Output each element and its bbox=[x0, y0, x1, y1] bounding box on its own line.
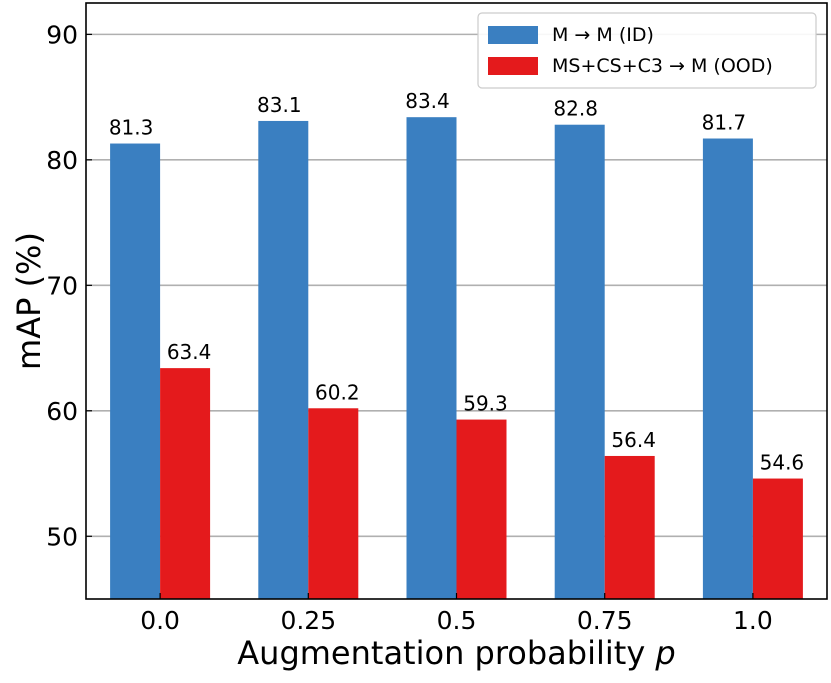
data-label-ood: 59.3 bbox=[463, 392, 508, 416]
x-tick-label: 0.5 bbox=[437, 606, 477, 635]
data-label-ood: 60.2 bbox=[315, 380, 360, 404]
y-tick-label: 90 bbox=[46, 20, 78, 49]
y-tick-label: 80 bbox=[46, 146, 78, 175]
data-labels: 81.3 63.4 83.1 60.2 83.4 59.3 82.8 56.4 81.7 54.6 bbox=[109, 89, 804, 474]
data-label-ood: 56.4 bbox=[611, 428, 656, 452]
bar-id bbox=[258, 120, 309, 600]
bars bbox=[110, 117, 803, 600]
x-tick-label: 1.0 bbox=[733, 606, 773, 635]
bar-id bbox=[406, 117, 457, 599]
legend-box bbox=[477, 12, 817, 89]
data-label-ood: 63.4 bbox=[167, 340, 212, 364]
axis-ticks: 50 60 70 80 90 0.0 0.25 0.5 0.75 1.0 bbox=[46, 20, 773, 635]
y-tick-label: 50 bbox=[46, 522, 78, 551]
x-axis-title-text: Augmentation probability bbox=[237, 634, 645, 672]
legend: M → M (ID) MS+CS+C3 → M (OOD) bbox=[477, 12, 817, 89]
y-axis-title: mAP (%) bbox=[10, 232, 48, 370]
y-tick-label: 60 bbox=[46, 397, 78, 426]
data-label-id: 83.4 bbox=[405, 89, 450, 113]
x-tick-label: 0.25 bbox=[280, 606, 336, 635]
data-label-ood: 54.6 bbox=[760, 451, 805, 475]
bar-ood bbox=[160, 368, 211, 599]
legend-label-id: M → M (ID) bbox=[552, 24, 654, 46]
x-axis-title: Augmentation probability p bbox=[237, 634, 675, 672]
bar-ood bbox=[456, 419, 507, 599]
x-axis-title-variable: p bbox=[654, 634, 675, 672]
bar-ood bbox=[308, 408, 359, 599]
bar-ood bbox=[752, 478, 803, 599]
data-label-id: 81.3 bbox=[109, 116, 154, 140]
legend-label-ood: MS+CS+C3 → M (OOD) bbox=[552, 55, 773, 77]
legend-swatch-id bbox=[488, 26, 538, 44]
bar-id bbox=[554, 124, 605, 599]
bar-id bbox=[702, 138, 753, 599]
x-tick-label: 0.0 bbox=[140, 606, 180, 635]
bar-ood bbox=[604, 455, 655, 599]
y-tick-label: 70 bbox=[46, 271, 78, 300]
data-label-id: 83.1 bbox=[257, 93, 302, 117]
bar-id bbox=[110, 143, 161, 600]
legend-swatch-ood bbox=[488, 57, 538, 75]
data-label-id: 82.8 bbox=[553, 97, 598, 121]
data-label-id: 81.7 bbox=[702, 111, 747, 135]
x-tick-label: 0.75 bbox=[577, 606, 633, 635]
